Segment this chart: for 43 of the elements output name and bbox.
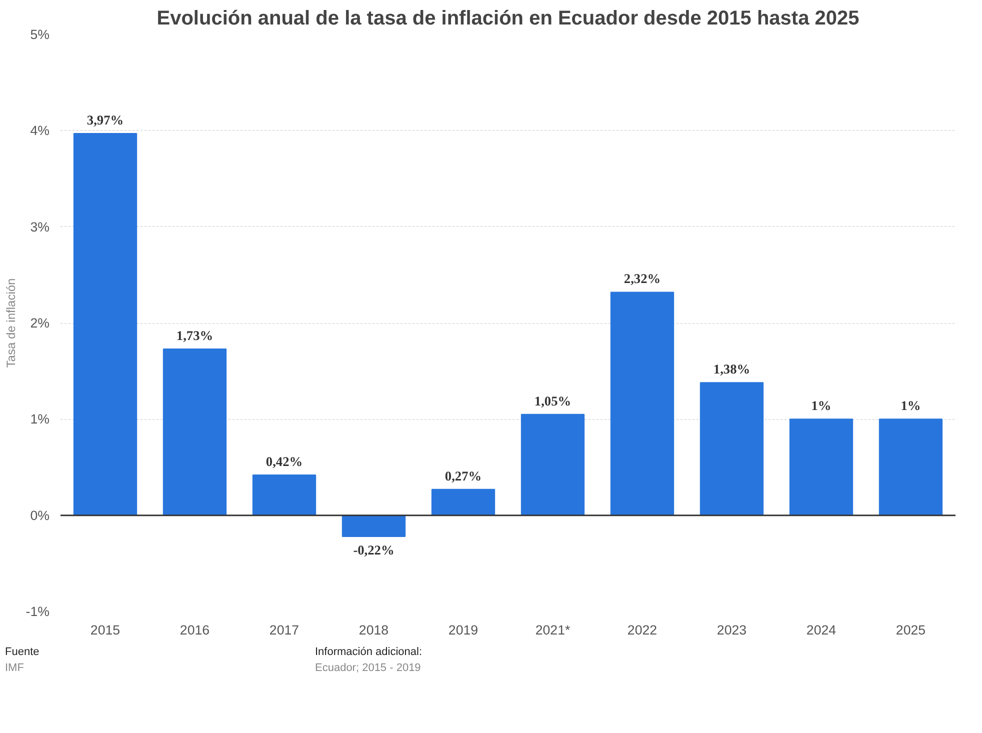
data-label: 1% (811, 398, 832, 414)
bar (520, 414, 585, 516)
x-tick-label: 2018 (358, 622, 389, 638)
bar (162, 348, 227, 516)
data-label: 3,97% (86, 112, 124, 128)
data-label: 2,32% (624, 271, 661, 286)
chart-title: Evolución anual de la tasa de inflación en Ecuador desde 2015 hasta 2025 (156, 8, 860, 30)
x-tick-label: 2017 (269, 622, 300, 638)
data-label: 1,73% (176, 328, 214, 343)
text: Fuente (5, 645, 40, 660)
x-tick-label: 2019 (448, 622, 478, 638)
y-tick-label: 5% (30, 27, 50, 42)
y-axis-title: Tasa de inflación (4, 278, 18, 368)
y-tick-label: 4% (30, 123, 50, 138)
bar (342, 514, 406, 537)
x-tick-label: 2016 (180, 622, 210, 638)
data-label: 0,27% (444, 468, 482, 484)
text: Ecuador; 2015 - 2019 (315, 660, 422, 676)
text: IMF (5, 660, 25, 676)
y-tick-label: 1% (30, 412, 50, 427)
bar (878, 418, 943, 516)
y-tick-label: 2% (30, 316, 50, 330)
bar (700, 382, 764, 516)
bar (252, 474, 316, 516)
y-tick-label: 3% (30, 219, 50, 234)
x-tick-label: 2024 (806, 622, 837, 638)
y-tick-label: -1% (26, 604, 50, 619)
y-tick-label: 0% (30, 508, 50, 523)
bar (431, 488, 496, 516)
x-tick-label: 2025 (896, 622, 926, 638)
x-tick-label: 2023 (716, 622, 747, 638)
data-label: -0,22% (353, 542, 394, 558)
x-tick-label: 2021* (535, 622, 570, 638)
x-tick-label: 2022 (627, 622, 658, 638)
bar (789, 418, 854, 516)
bar (610, 292, 674, 516)
text: Información adicional: (315, 645, 422, 660)
data-label: 1,05% (534, 393, 572, 408)
data-label: 0,42% (266, 454, 303, 469)
data-label: 1% (900, 398, 921, 414)
x-tick-label: 2015 (90, 622, 120, 638)
bar (73, 133, 138, 516)
data-label: 1,38% (713, 362, 750, 377)
